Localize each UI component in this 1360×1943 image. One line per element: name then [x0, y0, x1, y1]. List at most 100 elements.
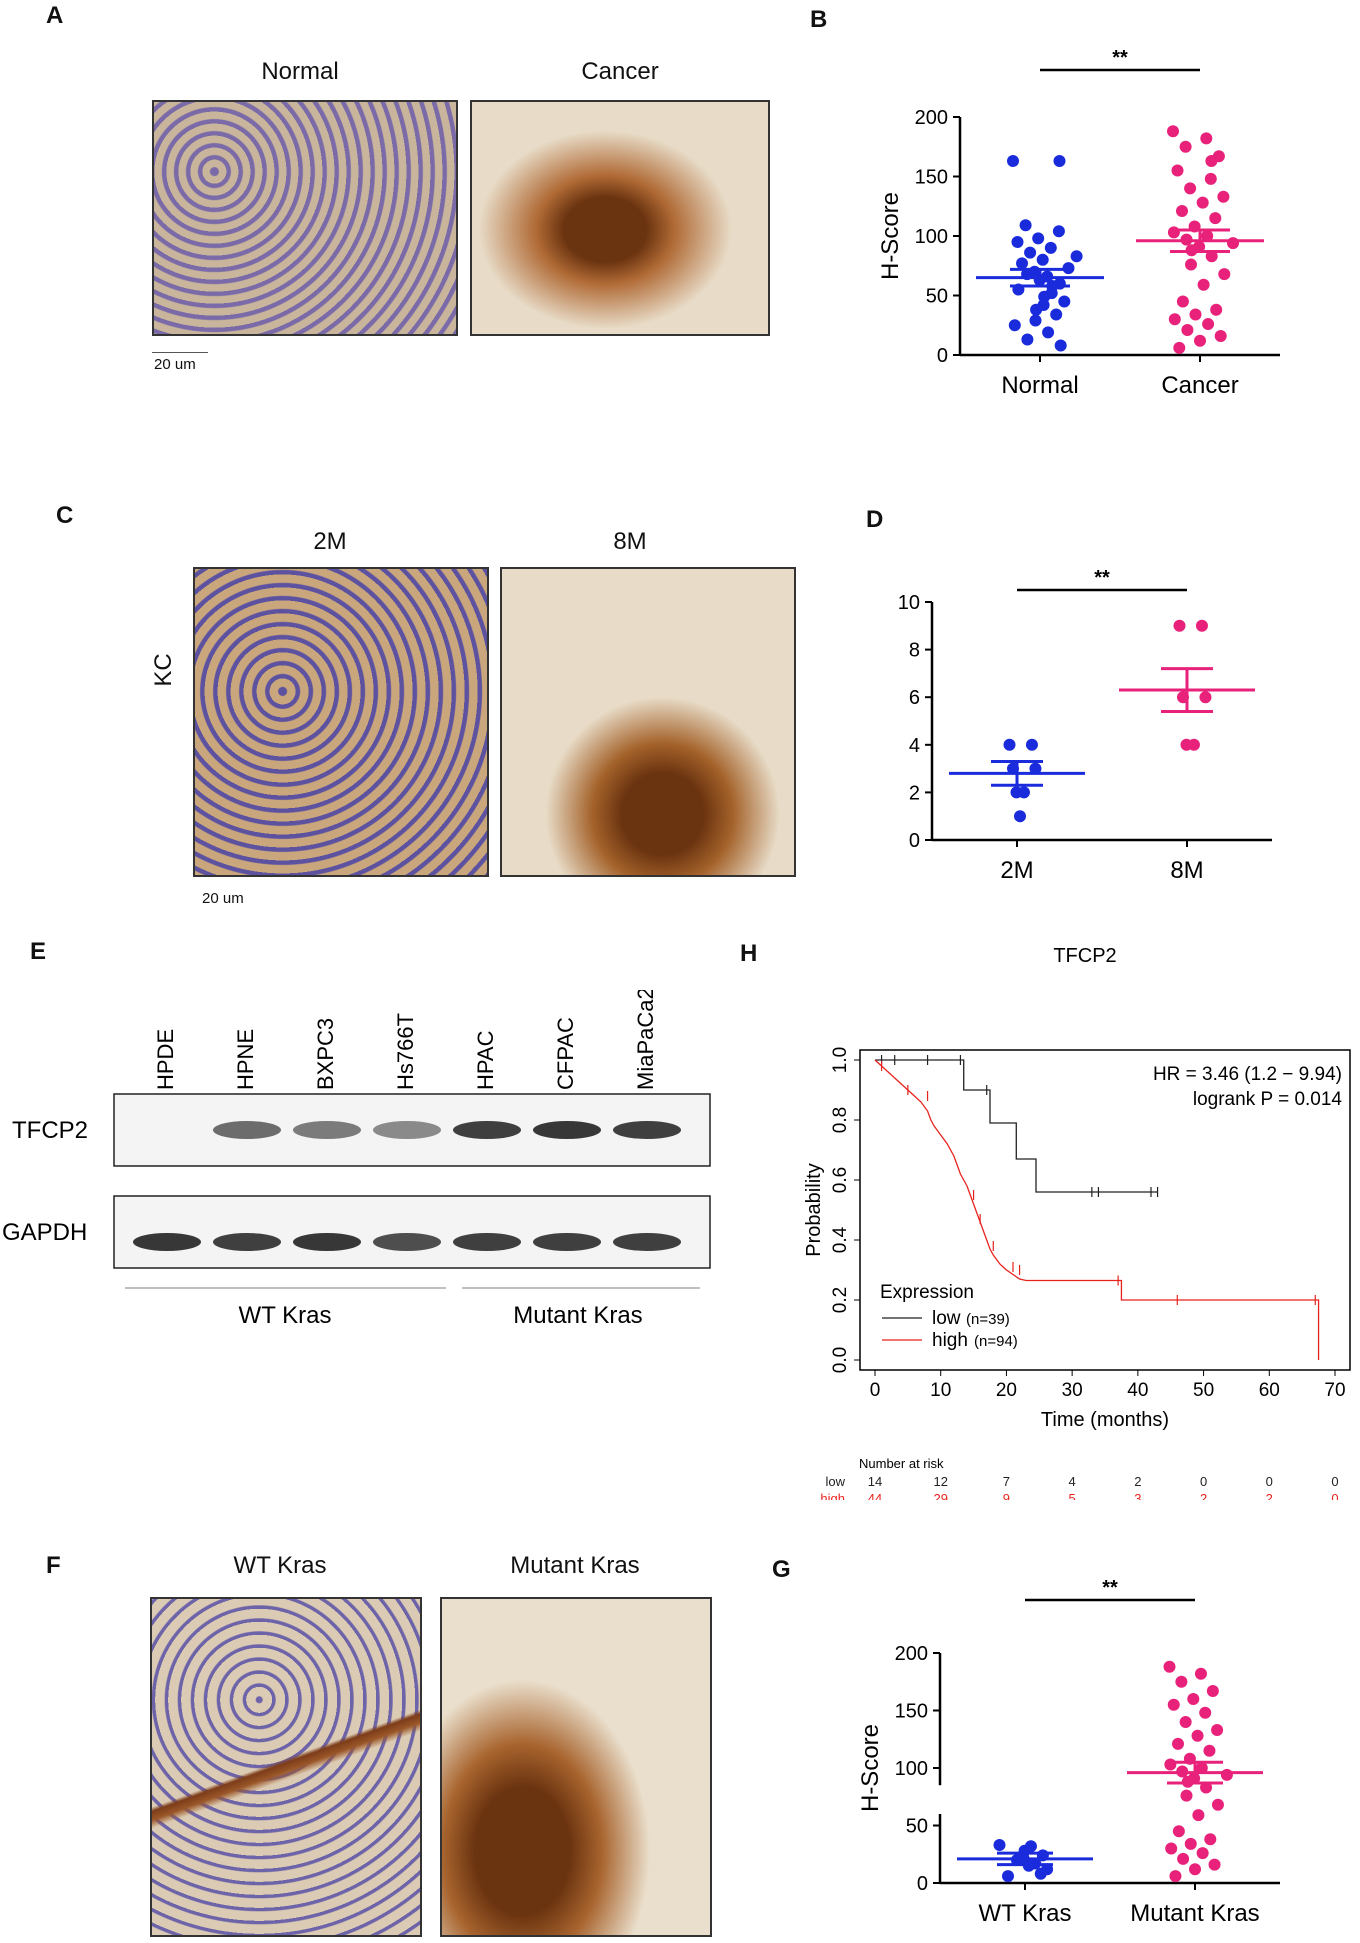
risk-value: 2 [1200, 1491, 1207, 1500]
x-tick-label: 10 [930, 1380, 951, 1401]
data-point [1189, 308, 1202, 321]
data-point [1192, 1809, 1205, 1822]
data-point [1191, 1729, 1204, 1742]
data-point [1167, 125, 1179, 138]
plot-frame [859, 1049, 1351, 1371]
data-point [1016, 257, 1028, 270]
data-point [1029, 762, 1042, 775]
chart-d: 02468102M8MIHC Score** [898, 567, 1272, 884]
blot-band [453, 1233, 521, 1251]
y-tick-label: 150 [895, 1701, 928, 1723]
legend-name: low [932, 1308, 961, 1329]
data-point [1172, 1825, 1185, 1838]
blot-band [613, 1121, 681, 1139]
y-tick-label: 0 [909, 830, 920, 852]
y-tick-label: 100 [915, 226, 948, 248]
data-point [1172, 1737, 1184, 1750]
y-tick-label: 0.4 [830, 1226, 851, 1253]
data-point [1189, 1863, 1201, 1876]
data-point [1206, 1684, 1219, 1697]
blot-band [453, 1121, 521, 1139]
data-point [1029, 314, 1042, 327]
data-point [1209, 212, 1222, 225]
data-point [1185, 258, 1197, 271]
micrograph-2m [193, 567, 489, 877]
legend-name: high [932, 1330, 968, 1351]
data-point [1054, 339, 1067, 352]
panel-label-c: C [56, 502, 74, 529]
x-tick-label: Mutant Kras [1130, 1900, 1259, 1927]
data-point [1175, 1675, 1188, 1688]
data-point [1177, 1852, 1190, 1865]
lane-label: Hs766T [393, 1013, 418, 1090]
data-point [1211, 1798, 1224, 1811]
data-point [1025, 738, 1038, 751]
data-point [1002, 1870, 1014, 1883]
micrograph-normal [152, 100, 458, 336]
row-label-kc: KC [150, 653, 177, 687]
y-tick-label: 2 [909, 782, 920, 804]
significance-label: ** [1094, 567, 1110, 589]
risk-value: 0 [1200, 1474, 1207, 1489]
data-point [1187, 738, 1200, 751]
panel-label-h: H [740, 940, 758, 967]
group-label: WT Kras [239, 1302, 332, 1329]
x-tick-label: 0 [870, 1380, 881, 1401]
data-point [1165, 1842, 1178, 1855]
data-point [1173, 619, 1186, 632]
micrograph-wt-kras [150, 1597, 422, 1937]
data-point [1007, 155, 1019, 168]
risk-value: 7 [1003, 1474, 1010, 1489]
legend-n: (n=39) [966, 1311, 1010, 1328]
risk-value: 0 [1266, 1474, 1273, 1489]
y-tick-label: 200 [895, 1643, 928, 1665]
y-tick-label: 0.0 [830, 1347, 851, 1373]
chart-g: 0 50 100 150 200 WT Kras Mutant Kras H-Score ** [860, 1577, 1280, 1927]
y-tick-label: 0 [937, 345, 948, 367]
data-point [1021, 333, 1034, 346]
data-point [1205, 155, 1218, 168]
legend-n: (n=94) [974, 1333, 1018, 1350]
data-point [1214, 329, 1227, 342]
data-point [1227, 237, 1239, 250]
panel-label-f: F [46, 1552, 61, 1579]
data-point [1034, 1867, 1047, 1880]
data-point [1030, 303, 1043, 316]
data-point [1070, 250, 1083, 263]
x-tick-label: 8M [1170, 857, 1203, 884]
data-point [1008, 319, 1021, 332]
data-point [1184, 1837, 1197, 1850]
y-tick-label: 0.6 [830, 1167, 851, 1193]
panel-label-b: B [810, 6, 828, 33]
data-point [1204, 172, 1217, 185]
scale-label: 20 um [154, 356, 196, 373]
caption-8m: 8M [613, 528, 647, 555]
data-point [1187, 1693, 1200, 1705]
legend-title: Expression [880, 1282, 974, 1303]
data-point [1044, 241, 1057, 254]
y-tick-label: 0.2 [830, 1287, 851, 1313]
data-point [1203, 1744, 1216, 1757]
data-point [1167, 226, 1180, 239]
y-tick-label: 8 [909, 640, 920, 662]
data-point [1220, 1768, 1233, 1781]
data-point [1050, 308, 1063, 321]
micrograph-cancer [470, 100, 770, 336]
blot-band [133, 1233, 201, 1251]
data-point [1194, 334, 1206, 347]
risk-value: 2 [1134, 1474, 1141, 1489]
blot-band [293, 1233, 361, 1251]
data-point [1168, 313, 1181, 326]
data-point [1176, 295, 1189, 308]
data-point [1211, 1724, 1224, 1737]
data-point [1058, 295, 1071, 308]
risk-value: 3 [1134, 1491, 1141, 1500]
panel-label-d: D [866, 506, 884, 533]
data-point [1217, 190, 1230, 203]
risk-value: 0 [1331, 1491, 1338, 1500]
lane-label: HPNE [233, 1029, 258, 1090]
risk-value: 9 [1003, 1491, 1010, 1500]
significance-label: ** [1112, 47, 1128, 69]
data-point [1199, 1706, 1212, 1719]
risk-value: 44 [868, 1491, 882, 1500]
